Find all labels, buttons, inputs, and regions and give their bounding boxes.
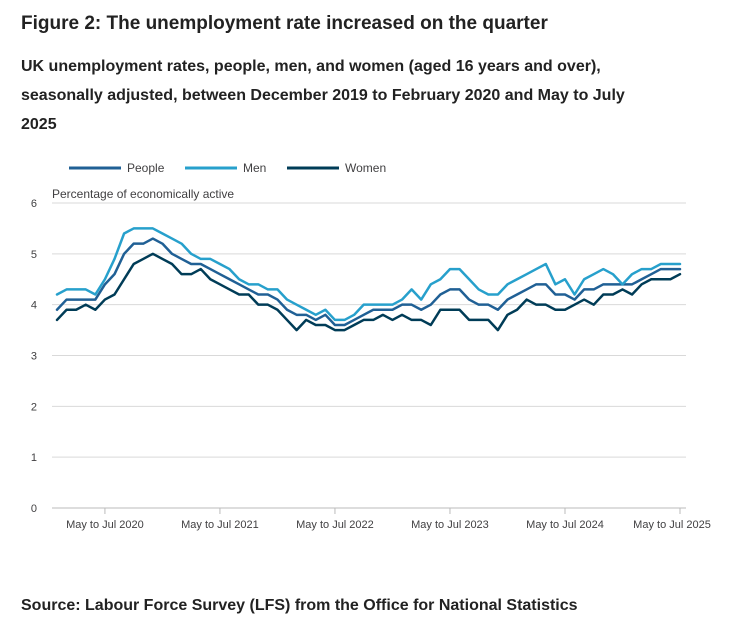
x-tick-label: May to Jul 2020 bbox=[66, 519, 144, 531]
legend-label-women: Women bbox=[345, 161, 386, 175]
x-tick-label: May to Jul 2025 bbox=[633, 519, 711, 531]
y-tick-label: 4 bbox=[31, 300, 37, 312]
line-chart: People Men Women Percentage of economicall… bbox=[31, 161, 711, 531]
chart-subtitle: UK unemployment rates, people, men, and … bbox=[21, 58, 625, 133]
y-tick-label: 0 bbox=[31, 503, 37, 515]
series-line-women bbox=[55, 252, 682, 332]
y-tick-label: 3 bbox=[31, 351, 37, 363]
legend: People Men Women bbox=[69, 161, 386, 175]
legend-label-men: Men bbox=[243, 161, 266, 175]
x-tick-label: May to Jul 2021 bbox=[181, 519, 259, 531]
y-tick-label: 2 bbox=[31, 401, 37, 413]
y-axis-label: Percentage of economically active bbox=[52, 187, 234, 201]
x-tick-label: May to Jul 2024 bbox=[526, 519, 604, 531]
x-tick-label: May to Jul 2022 bbox=[296, 519, 374, 531]
y-tick-label: 6 bbox=[31, 198, 37, 210]
y-axis-ticks: 0 1 2 3 4 5 6 bbox=[31, 198, 37, 515]
source-note: Source: Labour Force Survey (LFS) from t… bbox=[21, 597, 578, 614]
legend-label-people: People bbox=[127, 161, 165, 175]
x-axis: May to Jul 2020 May to Jul 2021 May to Jul… bbox=[52, 507, 711, 531]
series-line-people bbox=[55, 237, 682, 327]
y-tick-label: 1 bbox=[31, 452, 37, 464]
y-tick-label: 5 bbox=[31, 249, 37, 261]
series-lines bbox=[55, 227, 682, 332]
x-tick-label: May to Jul 2023 bbox=[411, 519, 489, 531]
series-line-men bbox=[55, 227, 682, 322]
figure-title: Figure 2: The unemployment rate increase… bbox=[21, 13, 548, 34]
